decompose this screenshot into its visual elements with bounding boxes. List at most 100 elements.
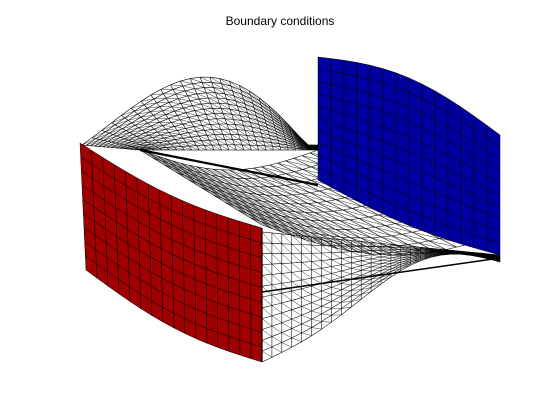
mesh-diagonal bbox=[350, 237, 377, 247]
mesh-line bbox=[253, 107, 256, 113]
mesh-line bbox=[203, 181, 213, 185]
mesh-line bbox=[226, 98, 236, 102]
mesh-line bbox=[232, 201, 243, 206]
mesh-line bbox=[191, 120, 200, 123]
mesh-line bbox=[151, 142, 160, 145]
mesh-diagonal bbox=[286, 210, 311, 221]
mesh-line bbox=[365, 228, 382, 238]
mesh-line bbox=[180, 103, 184, 109]
mesh-line bbox=[243, 197, 254, 200]
mesh-line bbox=[278, 140, 287, 143]
mesh-diagonal bbox=[95, 133, 110, 139]
mesh-line bbox=[381, 235, 392, 238]
mesh-line bbox=[203, 108, 213, 110]
mesh-diagonal bbox=[194, 178, 217, 190]
mesh-line bbox=[125, 130, 130, 133]
mesh-line bbox=[237, 105, 247, 109]
mesh-line bbox=[265, 123, 268, 128]
mesh-line bbox=[311, 298, 322, 303]
mesh-diagonal bbox=[361, 246, 372, 251]
mesh-diagonal bbox=[371, 250, 382, 254]
mesh-diagonal bbox=[160, 160, 182, 172]
mesh-line bbox=[261, 325, 273, 330]
mesh-diagonal bbox=[400, 258, 411, 261]
mesh-diagonal bbox=[172, 167, 195, 179]
mesh-line bbox=[257, 120, 267, 125]
mesh-line bbox=[220, 129, 224, 135]
mesh-diagonal bbox=[351, 294, 362, 297]
mesh-line bbox=[259, 128, 262, 134]
mesh-line bbox=[253, 131, 262, 134]
mesh-diagonal bbox=[148, 152, 170, 164]
mesh-line bbox=[361, 291, 372, 300]
mesh-diagonal bbox=[281, 342, 292, 348]
mesh-line bbox=[138, 127, 143, 131]
mesh-diagonal bbox=[321, 313, 332, 316]
mesh-line bbox=[265, 119, 275, 125]
mesh-line bbox=[182, 123, 186, 129]
mesh-diagonal bbox=[131, 104, 145, 109]
mesh-line bbox=[301, 277, 312, 281]
mesh-line bbox=[272, 145, 281, 148]
mesh-line bbox=[222, 198, 236, 207]
mesh-line bbox=[109, 126, 119, 134]
mesh-line bbox=[271, 342, 282, 348]
mesh-line bbox=[217, 97, 220, 104]
mesh-diagonal bbox=[390, 262, 401, 264]
mesh-line bbox=[182, 138, 187, 143]
mesh-line bbox=[271, 202, 281, 204]
mesh-line bbox=[193, 170, 203, 174]
mesh-line bbox=[106, 142, 116, 148]
mesh-line bbox=[262, 200, 272, 203]
mesh-diagonal bbox=[355, 245, 382, 255]
mesh-line bbox=[229, 81, 240, 86]
mesh-diagonal bbox=[211, 144, 222, 151]
mesh-diagonal bbox=[204, 87, 216, 93]
mesh-diagonal bbox=[321, 321, 332, 323]
mesh-line bbox=[350, 237, 366, 247]
mesh-line bbox=[179, 119, 184, 125]
mesh-line bbox=[188, 179, 202, 188]
mesh-line bbox=[183, 105, 193, 109]
mesh-line bbox=[274, 127, 284, 133]
mesh-line bbox=[341, 256, 352, 259]
mesh-line bbox=[351, 255, 362, 258]
mesh-diagonal bbox=[81, 138, 96, 146]
mesh-diagonal bbox=[165, 128, 178, 131]
mesh-line bbox=[211, 82, 222, 84]
right-face-cell bbox=[317, 56, 332, 72]
mesh-line bbox=[171, 119, 181, 123]
mesh-line bbox=[255, 212, 269, 221]
mesh-diagonal bbox=[281, 253, 292, 264]
mesh-line bbox=[253, 166, 262, 169]
mesh-diagonal bbox=[221, 83, 233, 92]
mesh-line bbox=[251, 99, 262, 106]
mesh-line bbox=[203, 87, 207, 93]
mesh-line bbox=[121, 115, 125, 119]
mesh-diagonal bbox=[345, 229, 372, 238]
mesh-diagonal bbox=[269, 134, 279, 141]
mesh-line bbox=[260, 133, 263, 138]
mesh-line bbox=[212, 168, 228, 178]
mesh-diagonal bbox=[213, 87, 225, 95]
mesh-line bbox=[168, 118, 172, 123]
mesh-diagonal bbox=[289, 203, 315, 213]
mesh-line bbox=[262, 137, 271, 140]
mesh-line bbox=[321, 321, 332, 330]
mesh-line bbox=[390, 261, 401, 267]
mesh-line bbox=[206, 134, 215, 136]
mesh-edges bbox=[139, 148, 501, 362]
mesh-line bbox=[355, 228, 366, 230]
mesh-line bbox=[352, 208, 369, 218]
mesh-line bbox=[371, 242, 382, 244]
mesh-diagonal bbox=[234, 95, 245, 105]
mesh-line bbox=[361, 241, 372, 243]
mesh-line bbox=[246, 135, 249, 141]
mesh-line bbox=[274, 127, 277, 132]
mesh-diagonal bbox=[253, 107, 265, 117]
mesh-diagonal bbox=[252, 103, 264, 113]
mesh-diagonal bbox=[226, 123, 238, 130]
mesh-line bbox=[140, 134, 150, 139]
mesh-line bbox=[150, 94, 155, 100]
mesh-diagonal bbox=[281, 312, 292, 320]
